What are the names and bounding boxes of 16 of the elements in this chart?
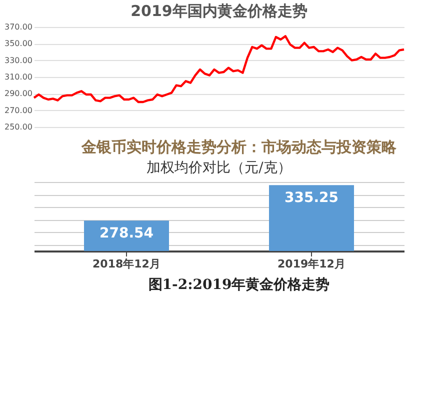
y-tick-label: 310.00: [4, 72, 32, 82]
x-tick-label: 2018年12月: [92, 258, 160, 270]
line-series: [32, 35, 406, 104]
text: 金银币实时价格走势分析：市场动态与投资策略: [80, 138, 398, 156]
y-tick-label: 290.00: [4, 89, 32, 98]
chart-title: 加权均价对比（元/克）: [146, 160, 292, 176]
data-label: 278.54: [99, 226, 154, 242]
y-tick-label: 370.00: [4, 22, 32, 32]
x-tick-label: 2019年12月: [278, 258, 346, 270]
y-tick-label: 330.00: [4, 56, 32, 65]
y-tick-label: 350.00: [4, 39, 32, 48]
y-tick-label: 270.00: [4, 106, 32, 115]
caption: 图1-2:2019年黄金价格走势: [148, 277, 330, 293]
y-tick-label: 250.00: [4, 122, 32, 132]
chart-title: 2019年国内黄金价格走势: [130, 2, 308, 20]
data-label: 335.25: [284, 190, 339, 206]
